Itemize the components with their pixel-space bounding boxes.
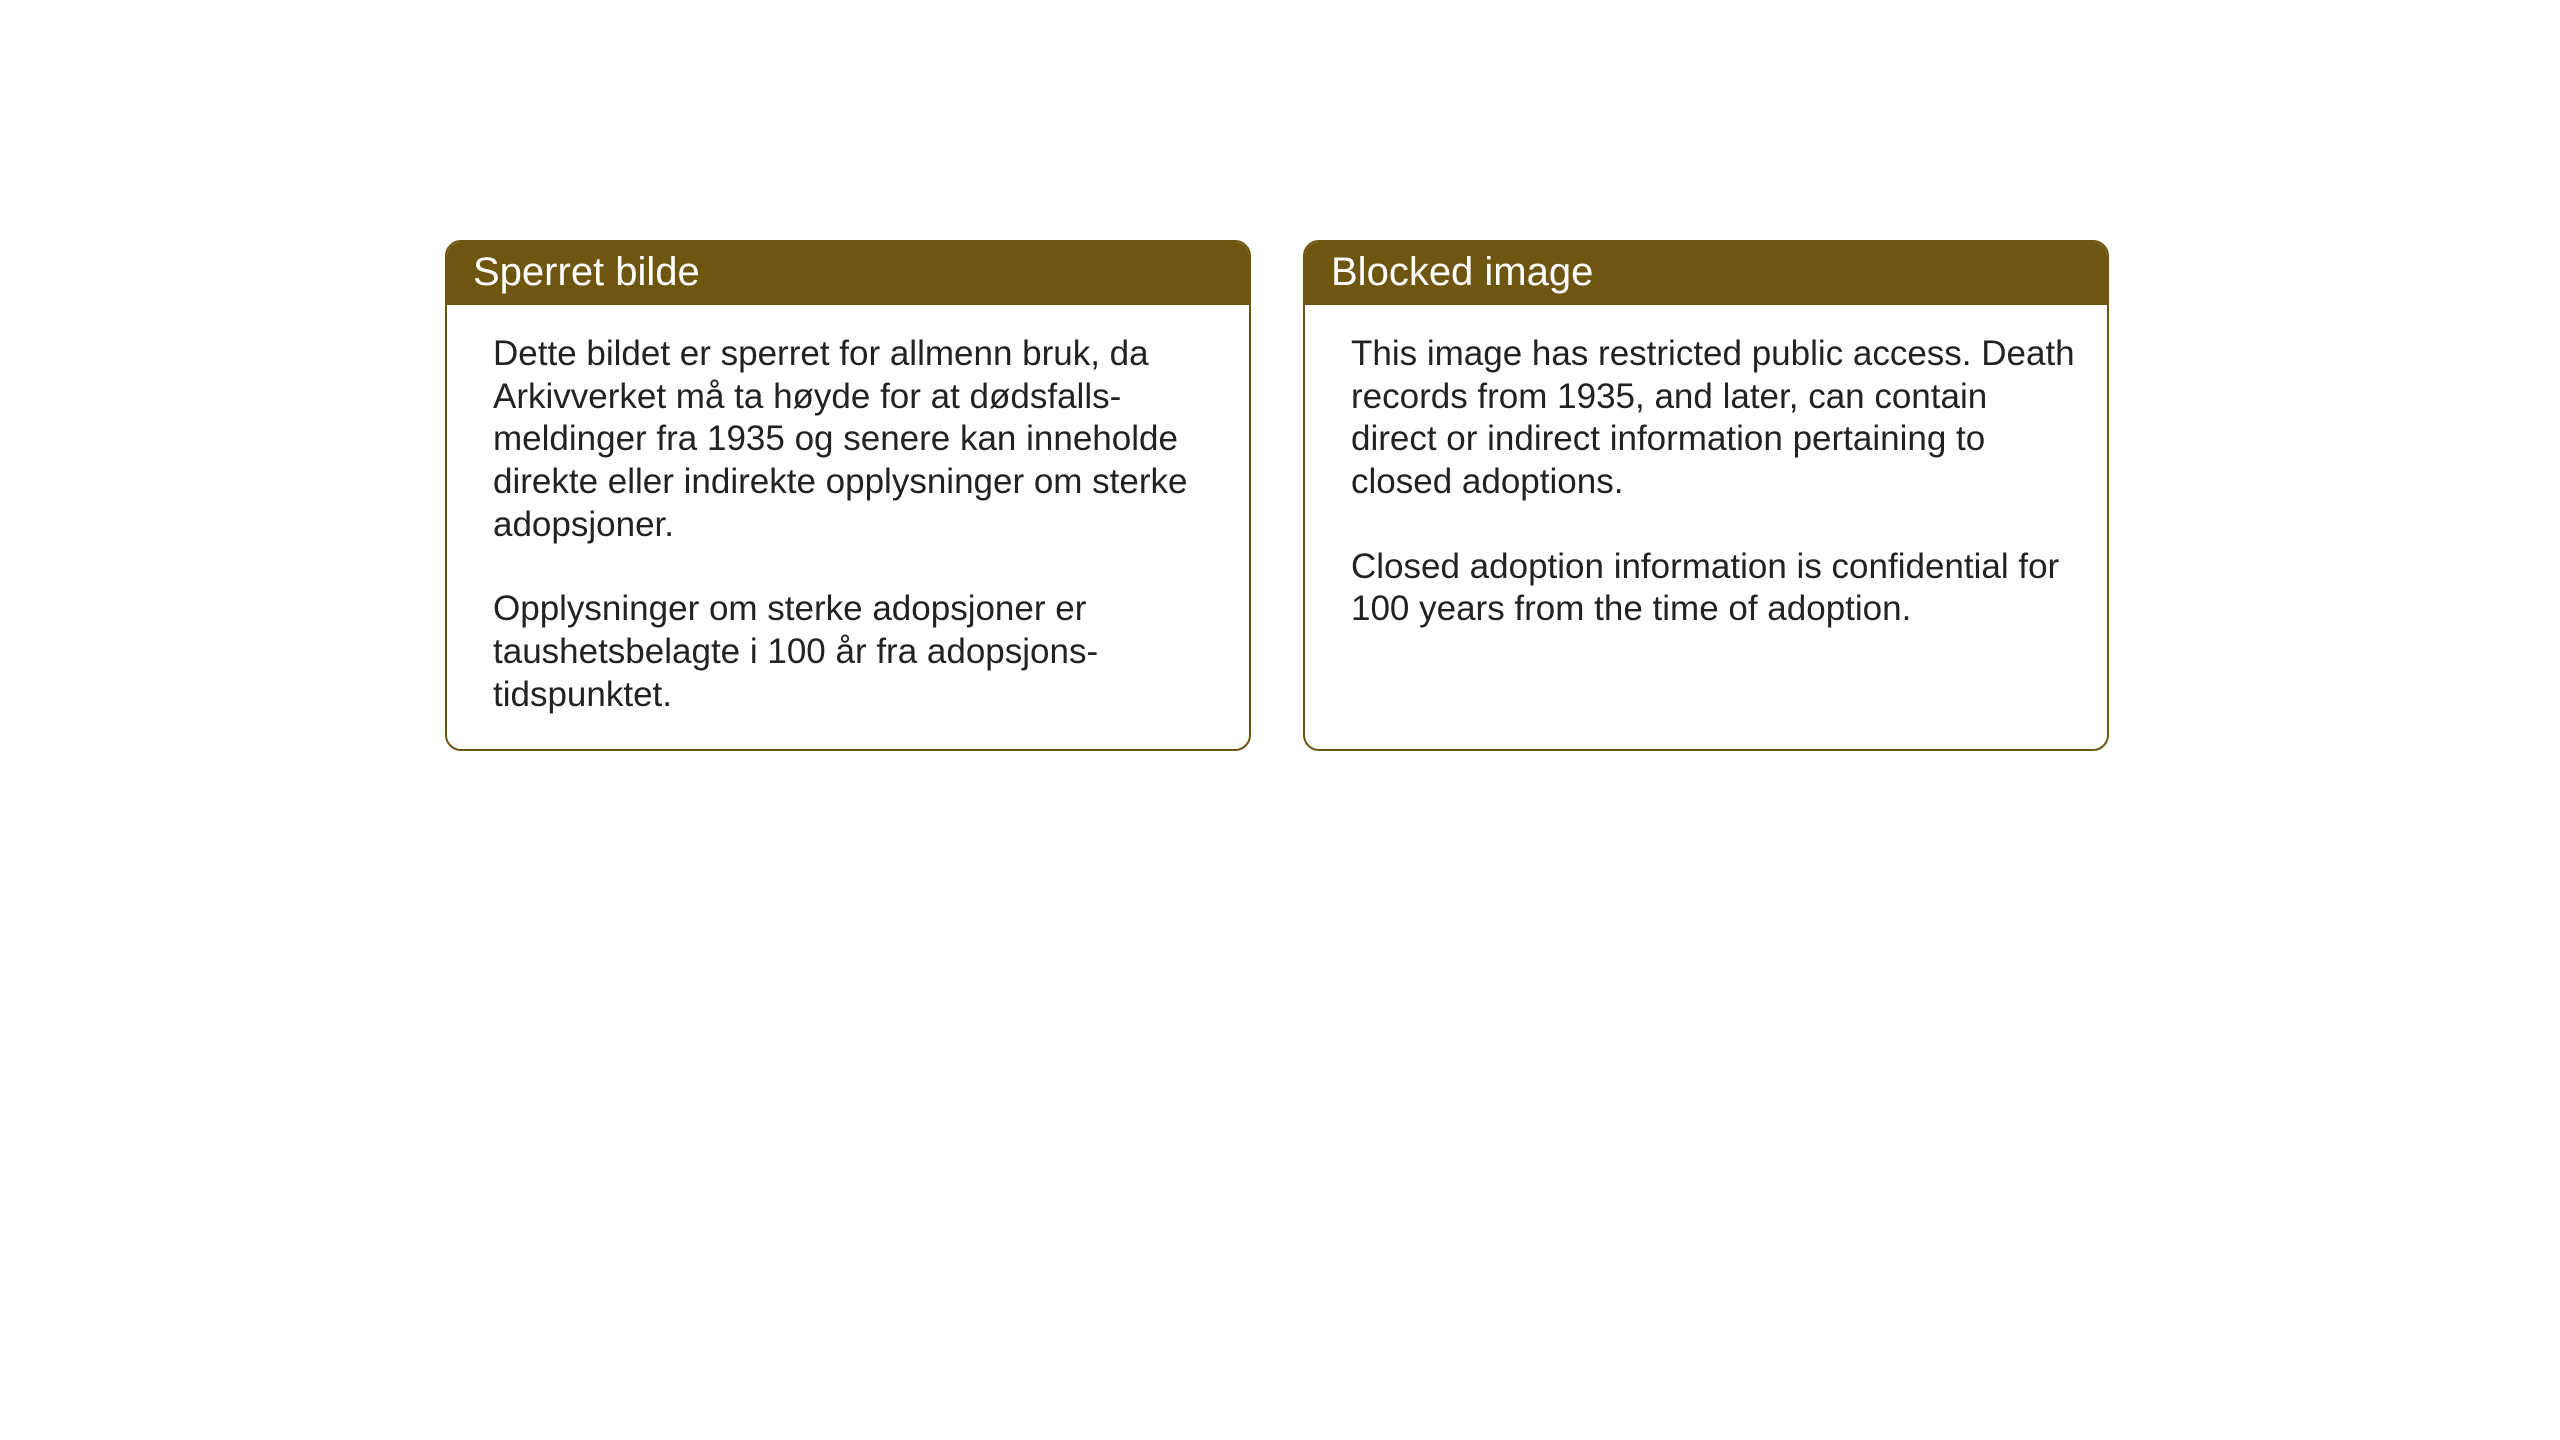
- card-english-paragraph-2: Closed adoption information is confident…: [1351, 546, 2079, 631]
- card-english-body: This image has restricted public access.…: [1305, 305, 2107, 731]
- card-norwegian: Sperret bilde Dette bildet er sperret fo…: [445, 240, 1251, 751]
- card-english-paragraph-1: This image has restricted public access.…: [1351, 333, 2079, 504]
- cards-container: Sperret bilde Dette bildet er sperret fo…: [0, 0, 2560, 751]
- card-norwegian-body: Dette bildet er sperret for allmenn bruk…: [447, 305, 1249, 749]
- card-english: Blocked image This image has restricted …: [1303, 240, 2109, 751]
- card-norwegian-paragraph-1: Dette bildet er sperret for allmenn bruk…: [493, 333, 1221, 546]
- card-norwegian-paragraph-2: Opplysninger om sterke adopsjoner er tau…: [493, 588, 1221, 716]
- card-english-header: Blocked image: [1305, 242, 2107, 305]
- card-norwegian-header: Sperret bilde: [447, 242, 1249, 305]
